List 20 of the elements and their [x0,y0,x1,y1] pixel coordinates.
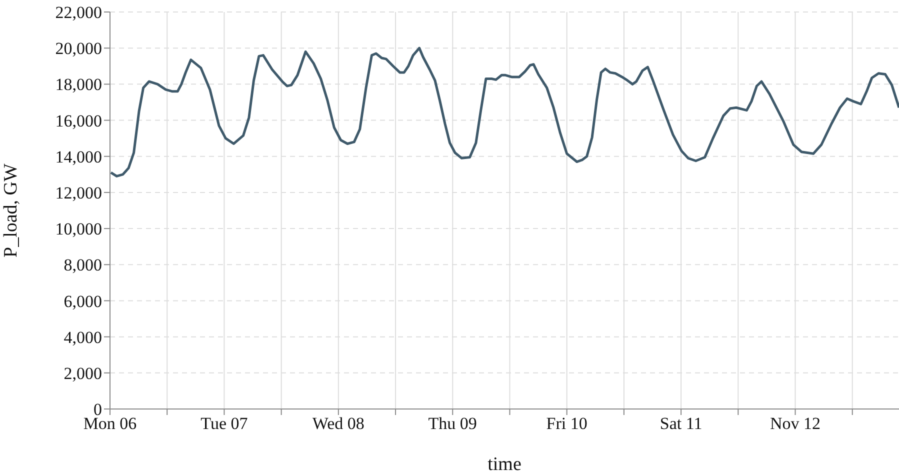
y-tick-label: 22,000 [55,3,102,22]
y-tick-label: 18,000 [55,75,102,94]
y-tick-label: 10,000 [55,220,102,239]
y-tick-label: 6,000 [64,292,102,311]
y-tick-label: 12,000 [55,183,102,202]
x-tick-label: Fri 10 [546,414,588,434]
y-axis-title: P_load, GW [0,163,22,258]
x-tick-label: Thu 09 [428,414,477,434]
y-tick-label: 20,000 [55,39,102,58]
x-tick-label: Nov 12 [770,414,821,434]
x-tick-label: Tue 07 [200,414,248,434]
x-axis-title: time [488,454,522,472]
x-tick-label: Mon 06 [83,414,137,434]
y-tick-label: 16,000 [55,111,102,130]
x-tick-label: Wed 08 [312,414,364,434]
y-tick-label: 14,000 [55,147,102,166]
x-tick-label: Sat 11 [660,414,702,434]
y-tick-label: 4,000 [64,328,102,347]
y-tick-label: 8,000 [64,256,102,275]
y-tick-label: 2,000 [64,364,102,383]
